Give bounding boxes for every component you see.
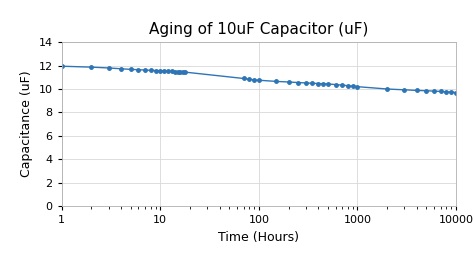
Cap [169,70,174,73]
Cap [321,82,326,85]
Cap [414,89,419,92]
Cap [128,68,133,71]
Cap [303,81,309,84]
Cap [345,84,351,87]
Cap [384,87,390,91]
Line: Cap: Cap [60,64,458,94]
Cap [350,85,356,88]
Cap [252,78,257,82]
Cap [142,68,148,72]
Cap [285,81,291,84]
Cap [402,88,408,91]
Cap [88,65,94,69]
Cap [325,82,331,86]
Cap [247,78,252,81]
X-axis label: Time (Hours): Time (Hours) [218,230,299,243]
Cap [310,82,315,85]
Cap [148,69,153,72]
Cap [106,66,112,69]
Cap [315,82,321,85]
Cap [339,84,345,87]
Cap [165,70,171,73]
Cap [175,70,180,73]
Title: Aging of 10uF Capacitor (uF): Aging of 10uF Capacitor (uF) [149,22,369,37]
Cap [438,90,444,93]
Cap [453,91,459,94]
Cap [256,79,262,82]
Cap [274,80,279,83]
Cap [295,81,301,84]
Cap [118,67,124,70]
Cap [182,70,188,74]
Cap [449,91,455,94]
Cap [444,90,449,93]
Cap [162,69,167,73]
Cap [178,70,183,73]
Cap [431,89,437,93]
Cap [157,69,163,72]
Cap [241,77,247,80]
Cap [180,70,186,74]
Cap [332,83,338,86]
Cap [354,85,360,88]
Cap [135,68,141,71]
Cap [424,89,429,92]
Cap [172,70,178,73]
Y-axis label: Capacitance (uF): Capacitance (uF) [20,71,33,177]
Cap [153,69,159,72]
Cap [59,65,65,68]
